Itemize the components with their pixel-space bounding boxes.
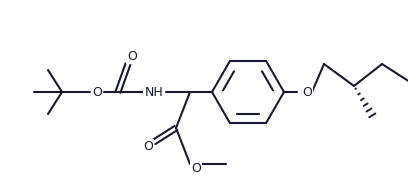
Text: O: O <box>302 86 312 98</box>
Text: O: O <box>191 162 201 176</box>
Text: O: O <box>92 86 102 98</box>
Text: NH: NH <box>144 86 163 98</box>
Text: O: O <box>127 49 137 63</box>
Text: O: O <box>143 141 153 153</box>
